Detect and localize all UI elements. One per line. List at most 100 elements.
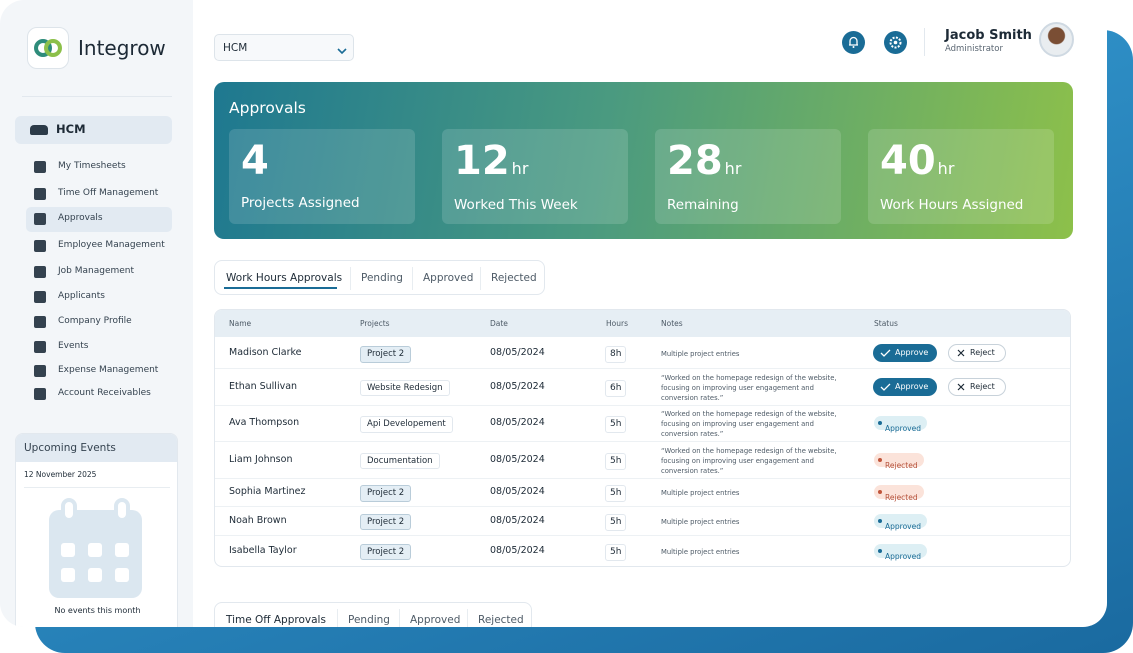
bell-svg <box>849 36 858 48</box>
reject-button[interactable]: Reject <box>948 377 1006 396</box>
cell-name: Isabella Taylor <box>229 544 297 556</box>
cell-notes: “Worked on the homepage redesign of the … <box>661 446 837 475</box>
cell-name: Liam Johnson <box>229 453 293 465</box>
status-badge: Approved <box>874 416 927 433</box>
section-label: HCM <box>56 122 86 136</box>
cell-name: Ava Thompson <box>229 417 300 428</box>
dropdown-label: HCM <box>223 42 248 54</box>
cell-date: 08/05/2024 <box>490 453 545 465</box>
nav-item[interactable]: Employee Management <box>58 240 165 250</box>
bell-button[interactable] <box>842 31 865 54</box>
avatar[interactable] <box>1039 22 1074 57</box>
stat-unit: hr <box>511 159 529 178</box>
column-header: Date <box>490 319 508 328</box>
nav-icon <box>34 291 46 303</box>
approvals-banner: Approvals 4 Projects Assigned 12 hr Worked Th… <box>214 82 1073 239</box>
approve-button[interactable]: Approve <box>873 344 937 362</box>
hours-chip: 5h <box>605 416 627 433</box>
dropdown[interactable]: HCM <box>214 34 354 61</box>
tab[interactable]: Work Hours Approvals <box>226 272 343 284</box>
project-chip: Project 2 <box>360 513 412 530</box>
row-divider <box>215 535 1070 536</box>
stat-number: 12 <box>454 138 510 184</box>
tab[interactable]: Time Off Approvals <box>226 614 326 626</box>
logo-icon <box>34 39 62 57</box>
brand: Integrow <box>78 36 166 60</box>
tab[interactable]: Rejected <box>478 614 524 626</box>
nav-item[interactable]: My Timesheets <box>58 161 126 171</box>
status-badge: Rejected <box>874 452 924 470</box>
settings-button[interactable] <box>884 31 907 54</box>
cell-date: 08/05/2024 <box>490 417 545 428</box>
status-dot <box>878 421 882 425</box>
project-chip: Api Developement <box>360 416 453 433</box>
stat-number: 28 <box>667 138 723 184</box>
approve-label: Approve <box>895 381 929 391</box>
stat-label: Projects Assigned <box>241 195 360 211</box>
approvals-table: Name Projects Date Hours Notes Status Madison … <box>214 309 1071 567</box>
user-name: Jacob Smith <box>945 28 1032 43</box>
stat-unit: hr <box>937 159 955 178</box>
nav-item[interactable]: Time Off Management <box>58 188 159 198</box>
nav-icon <box>34 188 46 200</box>
main-card: Integrow HCM My Timesheets Time Off Managem… <box>0 0 1074 627</box>
stat-card: 28 hr Remaining <box>655 129 841 224</box>
tab[interactable]: Rejected <box>491 272 537 284</box>
stat-card: 4 Projects Assigned <box>229 129 415 224</box>
tab-underline <box>224 287 337 289</box>
nav-item[interactable]: Job Management <box>58 266 135 276</box>
nav-item[interactable]: Approvals <box>58 213 103 223</box>
nav-item[interactable]: Applicants <box>58 291 105 301</box>
stat-value: 4 <box>241 141 269 181</box>
approve-button[interactable]: Approve <box>873 377 937 396</box>
nav-item[interactable]: Company Profile <box>58 316 132 326</box>
tab[interactable]: Pending <box>361 272 403 284</box>
hours-chip: 5h <box>605 452 627 470</box>
nav-icon <box>34 213 46 225</box>
section-icon <box>30 125 48 135</box>
table-header <box>215 310 1070 337</box>
calendar-icon <box>48 498 144 600</box>
events-empty: No events this month <box>54 606 141 615</box>
hours-chip: 5h <box>605 513 627 531</box>
reject-button[interactable]: Reject <box>948 344 1006 362</box>
cell-notes: Multiple project entries <box>661 547 740 556</box>
nav-item[interactable]: Account Receivables <box>58 388 151 398</box>
nav-item[interactable]: Events <box>58 341 89 351</box>
status-dot <box>878 518 882 523</box>
tab-separator <box>350 267 351 290</box>
check-icon <box>880 349 891 357</box>
divider <box>24 487 170 488</box>
cell-name: Sophia Martinez <box>229 486 306 497</box>
row-divider <box>215 368 1070 369</box>
cell-notes: Multiple project entries <box>661 517 740 526</box>
logo[interactable] <box>27 27 69 69</box>
tab[interactable]: Approved <box>410 614 461 626</box>
nav-icon <box>34 240 46 252</box>
cell-name: Noah Brown <box>229 514 287 526</box>
nav-section[interactable]: HCM <box>15 116 172 144</box>
calendar-svg <box>49 498 142 598</box>
nav-icon <box>34 266 46 278</box>
check-icon <box>880 383 891 391</box>
cell-notes: Multiple project entries <box>661 489 740 497</box>
row-divider <box>215 506 1070 507</box>
column-header: Projects <box>360 319 390 328</box>
nav-icon <box>34 341 46 353</box>
status-label: Approved <box>885 424 921 433</box>
stat-card: 40 hr Work Hours Assigned <box>868 129 1054 224</box>
events-header <box>16 434 177 462</box>
tab[interactable]: Pending <box>348 614 390 626</box>
cell-notes: Multiple project entries <box>661 350 740 358</box>
divider <box>22 96 172 97</box>
tab-separator <box>412 267 413 290</box>
nav-item[interactable]: Expense Management <box>58 365 159 375</box>
reject-label: Reject <box>970 381 995 391</box>
tab[interactable]: Approved <box>423 272 474 284</box>
x-icon <box>957 383 965 390</box>
events-card: Upcoming Events 12 November 2025 No events… <box>15 433 178 627</box>
status-badge: Rejected <box>874 485 924 502</box>
stat-value: 40 hr <box>880 141 954 181</box>
divider <box>924 28 925 56</box>
